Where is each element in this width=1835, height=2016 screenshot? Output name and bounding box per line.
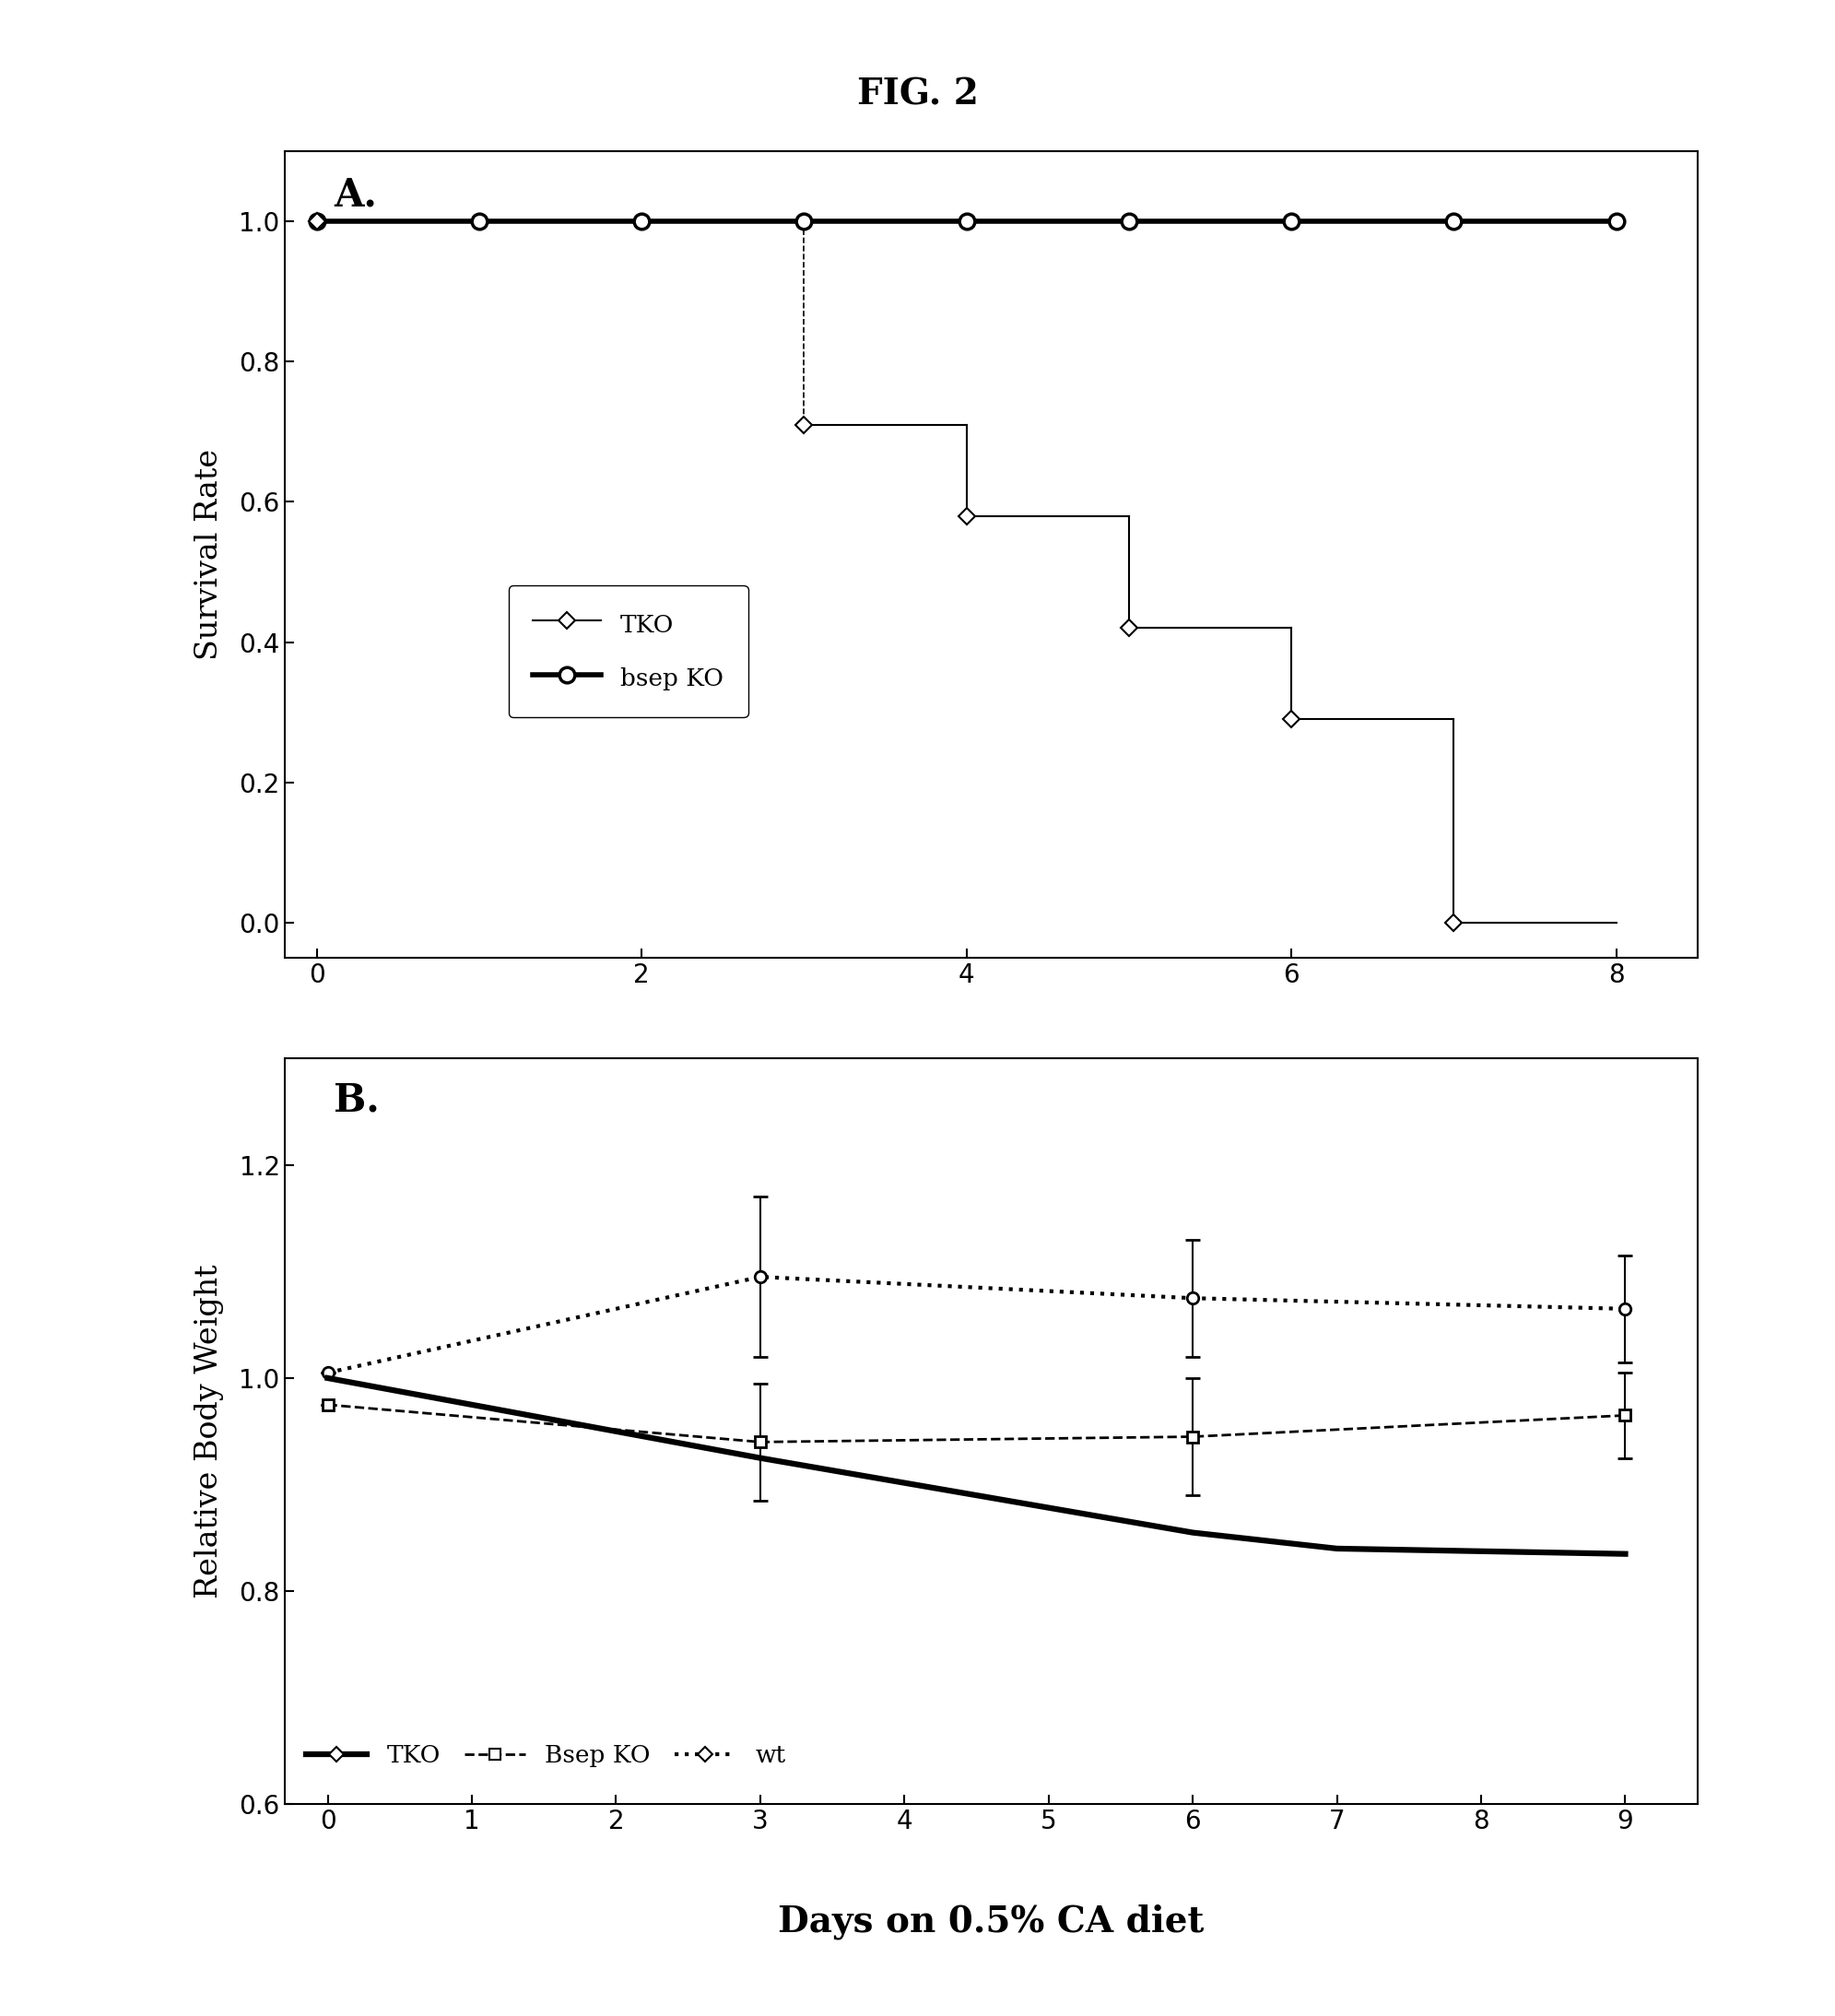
Y-axis label: Survival Rate: Survival Rate	[195, 450, 224, 659]
Y-axis label: Relative Body Weight: Relative Body Weight	[195, 1264, 224, 1599]
Legend: TKO, Bsep KO, wt: TKO, Bsep KO, wt	[297, 1734, 795, 1778]
Text: Days on 0.5% CA diet: Days on 0.5% CA diet	[778, 1903, 1204, 1939]
Text: B.: B.	[334, 1081, 380, 1119]
Legend: TKO, bsep KO: TKO, bsep KO	[508, 585, 749, 718]
Text: A.: A.	[334, 175, 376, 214]
Text: FIG. 2: FIG. 2	[857, 77, 978, 111]
